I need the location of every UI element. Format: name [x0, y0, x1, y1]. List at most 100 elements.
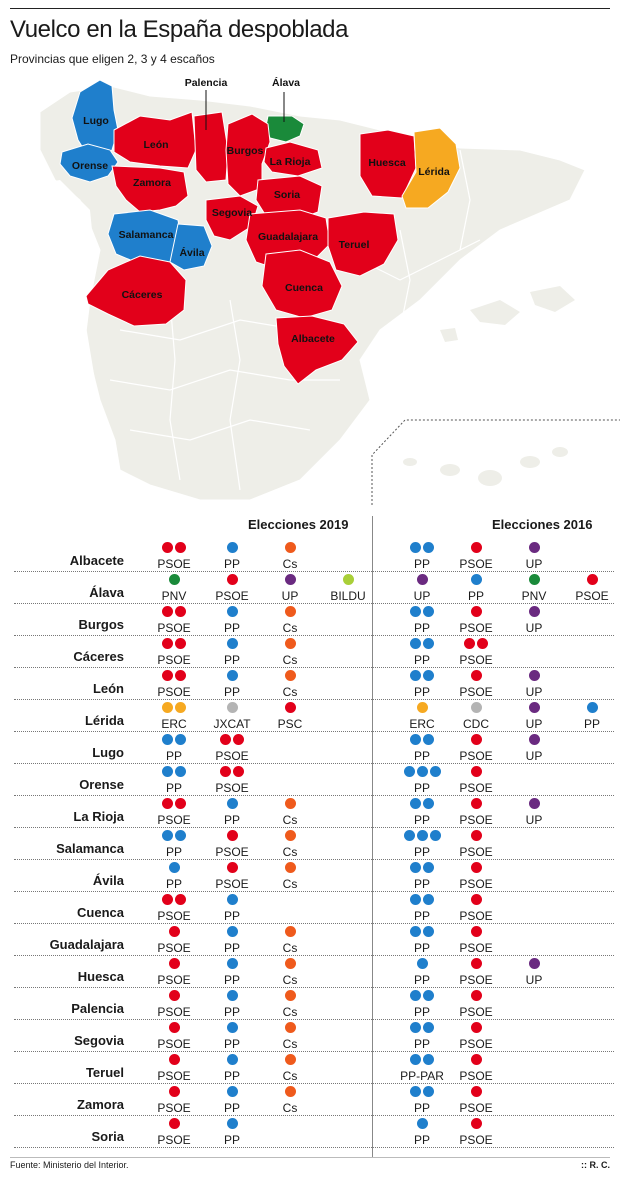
seat-dot: [226, 542, 238, 553]
party-label: PP: [413, 877, 430, 891]
seat-dots: [202, 542, 262, 555]
party-label: PSOE: [575, 589, 609, 603]
seat-dot: [284, 958, 296, 969]
party-label: PSOE: [157, 1133, 191, 1147]
seat-dot: [162, 702, 173, 713]
seat-dot: [226, 798, 238, 809]
seat-dots: [446, 670, 506, 683]
top-rule: [10, 8, 610, 9]
seat-dot: [175, 766, 186, 777]
seat-dot: [233, 766, 244, 777]
party-label: PSOE: [459, 941, 493, 955]
label-cuenca: Cuenca: [285, 282, 323, 294]
row-divider: [14, 859, 614, 860]
seat-dot: [284, 542, 296, 553]
party-label: PP: [223, 909, 240, 923]
province-row: Palencia PSOE PP Cs PP PSOE: [14, 988, 614, 1020]
party-label: PP: [165, 781, 182, 795]
party-label: PP: [413, 1133, 430, 1147]
province-row: Salamanca PP PSOE Cs PP PSOE: [14, 828, 614, 860]
seat-dot: [410, 638, 421, 649]
party-label: Cs: [282, 845, 298, 859]
seat-dots: [144, 958, 204, 971]
party-label: PP: [223, 941, 240, 955]
party-result: PSOE: [144, 1118, 204, 1147]
seat-dot: [410, 734, 421, 745]
party-result: PP: [144, 830, 204, 859]
seat-dot: [403, 766, 415, 777]
party-result: PP: [392, 830, 452, 859]
seat-dot: [423, 542, 434, 553]
seat-dots: [260, 1086, 320, 1099]
province-zamora: [111, 165, 189, 213]
seat-dots: [504, 702, 564, 715]
seat-dots: [392, 638, 452, 651]
seat-dot: [226, 574, 238, 585]
seat-dots: [202, 958, 262, 971]
province-name: Ávila: [92, 873, 124, 888]
seat-dots: [202, 1086, 262, 1099]
label-avila: Ávila: [179, 246, 204, 259]
province-lerida: [401, 127, 461, 209]
map-portugal-gap: [0, 180, 110, 506]
seat-dots: [392, 606, 452, 619]
party-label: UP: [525, 557, 543, 571]
bottom-rule: [10, 1157, 610, 1158]
seat-dots: [260, 862, 320, 875]
chart-title: Vuelco en la España despoblada: [10, 16, 349, 43]
seat-dot: [470, 766, 482, 777]
seat-dot: [162, 670, 173, 681]
seat-dot: [162, 606, 173, 617]
party-result: UP: [260, 574, 320, 603]
row-divider: [14, 1147, 614, 1148]
party-result: PP: [202, 1086, 262, 1115]
row-divider: [14, 955, 614, 956]
party-label: PP: [223, 1069, 240, 1083]
seat-dot: [226, 606, 238, 617]
party-result: BILDU: [318, 574, 378, 603]
province-burgos: [225, 113, 271, 197]
party-result: PSOE: [446, 542, 506, 571]
seat-dots: [392, 734, 452, 747]
seat-dots: [260, 574, 320, 587]
party-result: ERC: [392, 702, 452, 731]
seat-dots: [144, 574, 204, 587]
party-label: PP: [413, 749, 430, 763]
map-canarias-frame: [371, 419, 620, 505]
party-result: PP: [392, 670, 452, 699]
seat-dots: [392, 702, 452, 715]
seat-dot: [416, 702, 428, 713]
party-result: PSOE: [202, 766, 262, 795]
seat-dot: [470, 894, 482, 905]
seat-dots: [260, 638, 320, 651]
party-label: Cs: [282, 653, 298, 667]
seat-dots: [392, 766, 452, 779]
province-row: La Rioja PSOE PP Cs PP PSOE UP: [14, 796, 614, 828]
row-divider: [14, 763, 614, 764]
seat-dot: [470, 1118, 482, 1129]
seat-dot: [423, 606, 434, 617]
party-result: PSC: [260, 702, 320, 731]
seat-dot: [410, 542, 421, 553]
seat-dot: [410, 670, 421, 681]
party-label: PSOE: [215, 845, 249, 859]
party-result: PP: [392, 958, 452, 987]
seat-dot: [284, 638, 296, 649]
seat-dot: [220, 734, 231, 745]
label-soria: Soria: [274, 189, 300, 201]
seat-dot: [477, 638, 488, 649]
seat-dot: [470, 574, 482, 585]
seat-dots: [504, 958, 564, 971]
label-salamanca: Salamanca: [119, 229, 174, 241]
seat-dots: [504, 574, 564, 587]
party-label: PP: [413, 1101, 430, 1115]
party-label: PSOE: [459, 877, 493, 891]
label-huesca: Huesca: [368, 157, 406, 169]
party-label: Cs: [282, 973, 298, 987]
party-label: PP: [413, 941, 430, 955]
province-row: Albacete PSOE PP Cs PP PSOE UP: [14, 540, 614, 572]
seat-dot: [226, 1054, 238, 1065]
seat-dots: [446, 926, 506, 939]
seat-dot: [528, 798, 540, 809]
party-label: UP: [413, 589, 431, 603]
